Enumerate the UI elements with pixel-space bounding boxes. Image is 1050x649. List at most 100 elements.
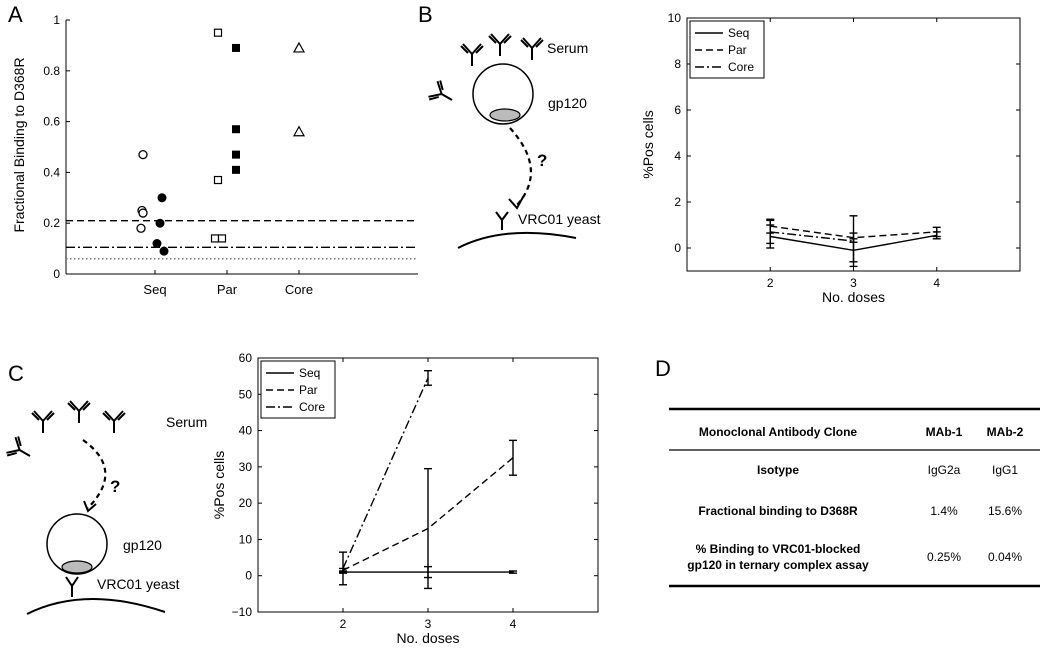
table-row-label: Isotype xyxy=(757,463,799,477)
data-point-filled-circle xyxy=(159,246,169,256)
gp120-circle xyxy=(472,63,534,125)
y-tick-label: 0 xyxy=(53,267,60,281)
series-line-core xyxy=(770,231,854,242)
serum-label: Serum xyxy=(166,414,207,430)
cd4bs-patch xyxy=(61,560,93,574)
antibody-icon xyxy=(460,43,484,67)
y-tick-label: 20 xyxy=(239,496,253,510)
y-tick-label: 6 xyxy=(674,103,681,117)
y-axis-label: Fractional Binding to D368R xyxy=(11,57,27,232)
table-cell: IgG1 xyxy=(992,463,1018,477)
table-cell: IgG2a xyxy=(928,463,961,477)
yeast-surface xyxy=(26,598,166,615)
x-tick-label: 4 xyxy=(510,617,517,631)
antibody-icon xyxy=(31,410,55,434)
x-tick-label: 3 xyxy=(425,617,432,631)
x-tick-label: Par xyxy=(217,282,238,297)
y-tick-label: 0.8 xyxy=(43,64,60,78)
panel-d-letter: D xyxy=(655,356,671,381)
data-point-open-square xyxy=(217,234,227,243)
gp120-label: gp120 xyxy=(123,537,162,553)
table-row-label: Fractional binding to D368R xyxy=(698,504,858,518)
panel-b-letter: B xyxy=(418,2,433,27)
data-point-open-circle xyxy=(138,208,148,218)
gp120-circle xyxy=(46,513,108,575)
dashed-arrow xyxy=(509,127,532,206)
antibody-icon xyxy=(67,400,91,424)
arrow-head-icon xyxy=(508,196,524,210)
x-tick-label: 3 xyxy=(850,276,857,290)
table-cell: 0.04% xyxy=(988,550,1022,564)
legend-label: Seq xyxy=(728,26,749,40)
data-point-open-triangle xyxy=(292,41,306,53)
data-point-open-circle xyxy=(138,149,148,160)
legend-label: Core xyxy=(728,60,754,74)
data-point-filled-circle xyxy=(152,239,162,249)
y-tick-label: 0.6 xyxy=(43,115,60,129)
data-point-open-circle xyxy=(136,223,146,233)
series-line-core xyxy=(342,377,429,569)
antibody-icon xyxy=(488,33,512,57)
y-tick-label: 1 xyxy=(53,13,60,27)
x-tick-label: 2 xyxy=(767,276,774,290)
diagram-c: Serum ? gp120 VRC01 yeast xyxy=(4,400,207,615)
y-axis-label: %Pos cells xyxy=(211,451,227,519)
serum-label: Serum xyxy=(547,40,588,56)
legend-box xyxy=(260,360,336,419)
y-tick-label: 0.4 xyxy=(43,165,60,179)
y-tick-label: −10 xyxy=(232,605,253,619)
vrc01-yeast-label: VRC01 yeast xyxy=(518,211,601,227)
panel-c-letter: C xyxy=(8,361,24,386)
data-point-filled-square xyxy=(232,165,240,174)
vrc01-antibody-icon xyxy=(65,576,79,597)
y-tick-label: 60 xyxy=(239,351,253,365)
y-tick-label: 8 xyxy=(674,57,681,71)
series-line-par xyxy=(770,225,937,239)
cd4bs-patch xyxy=(489,108,521,122)
question-mark: ? xyxy=(110,477,120,496)
y-tick-label: 4 xyxy=(674,149,681,163)
arrow-head-icon xyxy=(83,500,97,513)
x-tick-label: Core xyxy=(285,282,313,297)
table-d: Monoclonal Antibody Clone MAb-1 MAb-2 Is… xyxy=(669,407,1040,588)
data-point-open-square xyxy=(213,175,223,185)
table-row-label-line2: gp120 in ternary complex assay xyxy=(687,558,869,572)
x-tick-label: 4 xyxy=(933,276,940,290)
y-tick-label: 2 xyxy=(674,195,681,209)
diagram-b: ? Serum gp120 VRC01 yeast xyxy=(426,33,601,249)
antibody-icon xyxy=(4,434,37,467)
y-tick-label: 10 xyxy=(668,11,682,25)
data-point-filled-circle xyxy=(157,193,167,203)
antibody-icon xyxy=(426,78,459,111)
legend-label: Seq xyxy=(299,366,320,380)
table-cell: 1.4% xyxy=(930,504,958,518)
legend-box xyxy=(689,20,765,79)
y-tick-label: 40 xyxy=(239,424,253,438)
data-point-open-square xyxy=(210,234,220,243)
x-axis-label: No. doses xyxy=(396,630,459,646)
panel-a-letter: A xyxy=(8,2,23,27)
y-tick-label: 0.2 xyxy=(43,216,60,230)
antibody-icon xyxy=(520,37,544,61)
legend-label: Par xyxy=(299,383,318,397)
yeast-surface xyxy=(457,231,577,249)
table-header-mab2: MAb-2 xyxy=(987,425,1024,439)
table-header-mab1: MAb-1 xyxy=(926,425,963,439)
y-tick-label: 0 xyxy=(245,569,252,583)
table-row-label-line1: % Binding to VRC01-blocked xyxy=(696,542,861,556)
chart-a: 0 0.2 0.4 0.6 0.8 1 Seq Par Core Fractional Bindi… xyxy=(11,13,418,297)
chart-c: −10 0 10 20 30 40 50 60 2 3 4 No. doses %Pos cells Se… xyxy=(211,351,599,646)
legend-label: Par xyxy=(728,43,747,57)
y-tick-label: 30 xyxy=(239,460,253,474)
antibody-icon xyxy=(102,410,126,434)
y-tick-label: 10 xyxy=(239,532,253,546)
legend-label: Core xyxy=(299,400,325,414)
y-tick-label: 50 xyxy=(239,387,253,401)
data-point-filled-square xyxy=(232,43,240,52)
question-mark: ? xyxy=(537,151,547,170)
vrc01-antibody-icon xyxy=(495,211,509,230)
dashed-arrow xyxy=(82,439,107,509)
data-point-open-triangle xyxy=(292,125,306,137)
data-point-filled-square xyxy=(232,125,240,134)
